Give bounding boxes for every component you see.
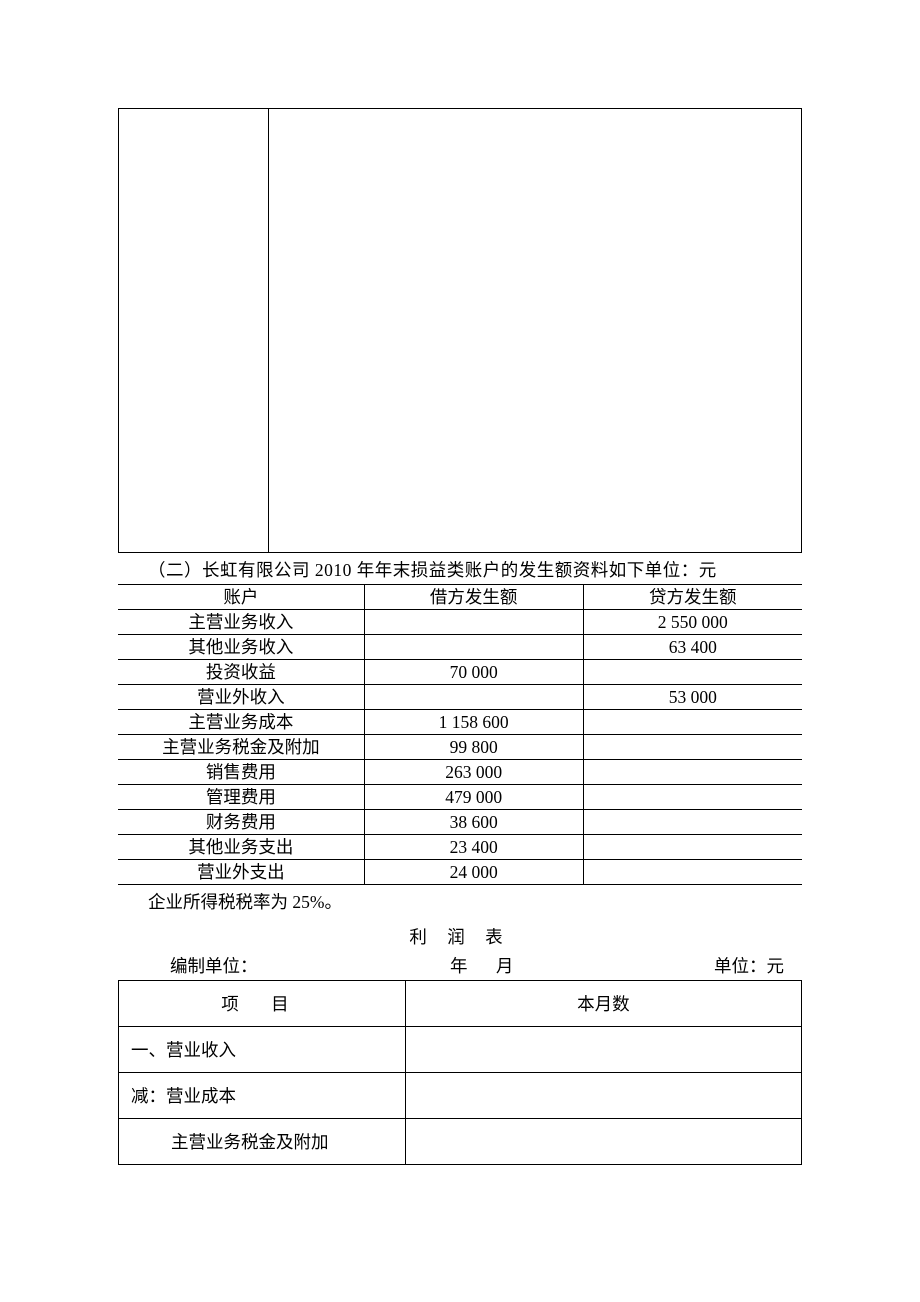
profit-row: 主营业务税金及附加 bbox=[119, 1119, 802, 1165]
table-row: 管理费用 479 000 bbox=[118, 785, 802, 810]
cell-credit: 63 400 bbox=[583, 635, 802, 660]
cell-credit: 2 550 000 bbox=[583, 610, 802, 635]
table-row: 其他业务收入 63 400 bbox=[118, 635, 802, 660]
empty-layout-box bbox=[118, 108, 802, 553]
cell-credit bbox=[583, 710, 802, 735]
profit-col-item: 项 目 bbox=[119, 981, 406, 1027]
tax-rate-note: 企业所得税税率为 25%。 bbox=[148, 889, 802, 914]
cell-debit: 263 000 bbox=[364, 760, 583, 785]
cell-account: 销售费用 bbox=[118, 760, 364, 785]
cell-account: 其他业务收入 bbox=[118, 635, 364, 660]
empty-cell-right bbox=[269, 109, 802, 553]
profit-item-value bbox=[405, 1119, 801, 1165]
cell-credit bbox=[583, 785, 802, 810]
cell-credit bbox=[583, 760, 802, 785]
col-header-account: 账户 bbox=[118, 585, 364, 610]
cell-account: 其他业务支出 bbox=[118, 835, 364, 860]
cell-debit: 23 400 bbox=[364, 835, 583, 860]
cell-debit: 38 600 bbox=[364, 810, 583, 835]
table-row: 财务费用 38 600 bbox=[118, 810, 802, 835]
cell-credit bbox=[583, 660, 802, 685]
table-row: 其他业务支出 23 400 bbox=[118, 835, 802, 860]
profit-item-value bbox=[405, 1027, 801, 1073]
profit-table-title: 利 润 表 bbox=[118, 924, 802, 949]
cell-account: 营业外收入 bbox=[118, 685, 364, 710]
cell-debit bbox=[364, 635, 583, 660]
accounts-table: 账户 借方发生额 贷方发生额 主营业务收入 2 550 000 其他业务收入 6… bbox=[118, 584, 802, 885]
page-container: （二）长虹有限公司 2010 年年末损益类账户的发生额资料如下单位：元 账户 借… bbox=[0, 0, 920, 1165]
profit-item-value bbox=[405, 1073, 801, 1119]
table-row: 投资收益 70 000 bbox=[118, 660, 802, 685]
profit-header-right: 单位：元 bbox=[664, 953, 784, 978]
table-row: 主营业务成本 1 158 600 bbox=[118, 710, 802, 735]
cell-debit bbox=[364, 610, 583, 635]
cell-credit bbox=[583, 810, 802, 835]
profit-item-label-text: 主营业务税金及附加 bbox=[131, 1129, 329, 1154]
section-intro: （二）长虹有限公司 2010 年年末损益类账户的发生额资料如下单位：元 bbox=[148, 557, 802, 582]
cell-account: 财务费用 bbox=[118, 810, 364, 835]
cell-account: 主营业务收入 bbox=[118, 610, 364, 635]
cell-account: 营业外支出 bbox=[118, 860, 364, 885]
table-row: 主营业务税金及附加 99 800 bbox=[118, 735, 802, 760]
profit-header-left: 编制单位： bbox=[170, 953, 450, 978]
cell-credit bbox=[583, 835, 802, 860]
profit-item-label: 减：营业成本 bbox=[119, 1073, 406, 1119]
cell-debit: 1 158 600 bbox=[364, 710, 583, 735]
profit-header: 项 目 本月数 bbox=[119, 981, 802, 1027]
table-row: 主营业务收入 2 550 000 bbox=[118, 610, 802, 635]
profit-header-mid: 年 月 bbox=[450, 953, 664, 978]
profit-item-label: 主营业务税金及附加 bbox=[119, 1119, 406, 1165]
cell-account: 管理费用 bbox=[118, 785, 364, 810]
cell-credit bbox=[583, 860, 802, 885]
table-header-row: 账户 借方发生额 贷方发生额 bbox=[118, 585, 802, 610]
cell-debit bbox=[364, 685, 583, 710]
profit-header-row: 编制单位： 年 月 单位：元 bbox=[118, 953, 802, 978]
profit-item-label: 一、营业收入 bbox=[119, 1027, 406, 1073]
cell-debit: 479 000 bbox=[364, 785, 583, 810]
cell-account: 主营业务税金及附加 bbox=[118, 735, 364, 760]
table-row: 营业外收入 53 000 bbox=[118, 685, 802, 710]
profit-col-month: 本月数 bbox=[405, 981, 801, 1027]
profit-row: 一、营业收入 bbox=[119, 1027, 802, 1073]
cell-debit: 70 000 bbox=[364, 660, 583, 685]
cell-credit: 53 000 bbox=[583, 685, 802, 710]
cell-account: 主营业务成本 bbox=[118, 710, 364, 735]
cell-debit: 24 000 bbox=[364, 860, 583, 885]
cell-account: 投资收益 bbox=[118, 660, 364, 685]
col-header-credit: 贷方发生额 bbox=[583, 585, 802, 610]
col-header-debit: 借方发生额 bbox=[364, 585, 583, 610]
empty-cell-left bbox=[119, 109, 269, 553]
profit-table: 项 目 本月数 一、营业收入 减：营业成本 主营业务税金及附加 bbox=[118, 980, 802, 1165]
cell-credit bbox=[583, 735, 802, 760]
cell-debit: 99 800 bbox=[364, 735, 583, 760]
table-row: 销售费用 263 000 bbox=[118, 760, 802, 785]
profit-row: 减：营业成本 bbox=[119, 1073, 802, 1119]
table-row: 营业外支出 24 000 bbox=[118, 860, 802, 885]
